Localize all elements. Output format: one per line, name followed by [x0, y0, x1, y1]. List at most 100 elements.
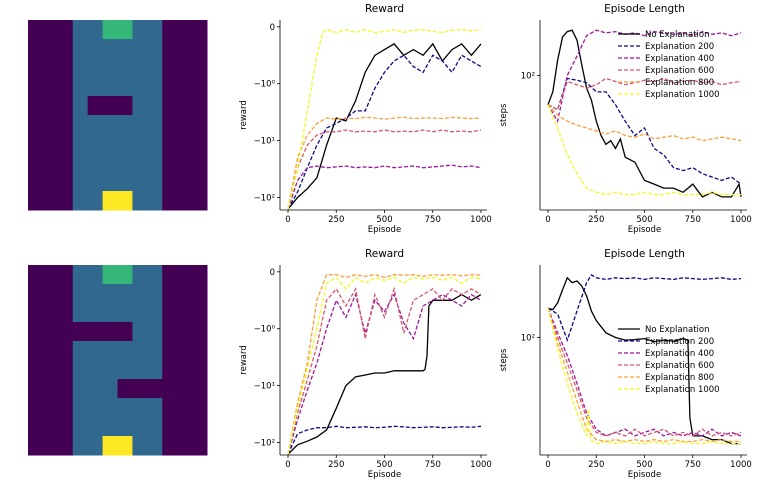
- grid-cell: [42, 39, 59, 59]
- series-line-2: [547, 77, 742, 185]
- grid-cell: [87, 134, 104, 154]
- grid-cell: [192, 39, 208, 59]
- grid-cell: [28, 360, 44, 380]
- grid-cell: [162, 134, 178, 154]
- y-tick-label: 0: [270, 23, 275, 33]
- x-tick-label: 1000: [470, 460, 492, 470]
- grid-cell: [87, 20, 104, 40]
- series-line-4: [287, 286, 482, 455]
- grid-cell: [177, 284, 193, 304]
- grid-cell: [87, 417, 104, 437]
- grid-cell: [102, 115, 118, 135]
- legend: No Explanation Explanation 200 Explanation…: [618, 30, 720, 100]
- grid-cell: [72, 303, 89, 323]
- grid-cell: [57, 417, 74, 437]
- grid-cell: [57, 360, 74, 380]
- grid-cell: [162, 265, 178, 285]
- grid-cell: [28, 191, 44, 211]
- grid-cell: [177, 39, 193, 59]
- grid-cell: [42, 77, 59, 97]
- grid-cell: [147, 96, 163, 116]
- y-axis-label: steps: [499, 348, 509, 371]
- grid-cell: [28, 172, 44, 192]
- grid-cell: [57, 134, 74, 154]
- y-tick-label: −10⁰: [254, 80, 276, 90]
- x-tick-label: 0: [285, 215, 290, 225]
- y-tick-label: 0: [270, 268, 275, 278]
- grid-cell: [87, 77, 104, 97]
- grid-cell: [72, 341, 89, 361]
- grid-cell: [102, 379, 118, 399]
- grid-cell: [132, 172, 148, 192]
- grid-cell: [162, 436, 178, 456]
- grid-cell: [57, 398, 74, 418]
- series-line-4: [547, 307, 742, 437]
- x-tick-label: 500: [376, 460, 392, 470]
- grid-cell: [132, 303, 148, 323]
- x-tick-label: 750: [425, 460, 441, 470]
- grid-cell: [42, 58, 59, 78]
- grid-cell: [102, 398, 118, 418]
- series-line-5: [547, 104, 742, 142]
- grid-cell: [192, 58, 208, 78]
- grid-cell: [102, 322, 118, 342]
- grid-cell: [162, 284, 178, 304]
- legend-label: Explanation 800: [645, 373, 714, 383]
- grid-cell: [102, 172, 118, 192]
- x-tick-label: 750: [685, 215, 701, 225]
- legend-label: Explanation 600: [645, 361, 714, 371]
- grid-cell: [132, 436, 148, 456]
- grid-cell: [57, 115, 74, 135]
- grid-cell: [42, 115, 59, 135]
- grid-cell: [87, 191, 104, 211]
- grid-cell: [132, 417, 148, 437]
- grid-cell: [132, 265, 148, 285]
- grid-cell: [192, 77, 208, 97]
- grid-cell: [102, 191, 118, 211]
- grid-cell: [192, 303, 208, 323]
- grid-cell: [132, 398, 148, 418]
- series-line-1: [287, 293, 482, 455]
- grid-cell: [87, 303, 104, 323]
- grid-cell: [162, 115, 178, 135]
- grid-cell: [192, 398, 208, 418]
- grid-cell: [147, 58, 163, 78]
- grid-cell: [28, 341, 44, 361]
- grid-cell: [162, 303, 178, 323]
- legend-label: Explanation 400: [645, 54, 714, 64]
- grid-cell: [42, 322, 59, 342]
- grid-cell: [57, 379, 74, 399]
- grid-cell: [28, 284, 44, 304]
- series-line-2: [547, 274, 742, 343]
- grid-cell: [162, 191, 178, 211]
- grid-cell: [57, 436, 74, 456]
- grid-cell: [117, 341, 133, 361]
- grid-cell: [28, 134, 44, 154]
- series-line-6: [547, 308, 741, 445]
- grid-cell: [147, 360, 163, 380]
- grid-cell: [72, 153, 89, 173]
- series-line-1: [547, 29, 742, 198]
- series-line-2: [287, 54, 482, 210]
- grid-cell: [192, 436, 208, 456]
- x-tick-label: 750: [425, 215, 441, 225]
- grid-cell: [147, 77, 163, 97]
- grid-cell: [28, 77, 44, 97]
- grid-cell: [87, 284, 104, 304]
- grid-cell: [132, 191, 148, 211]
- grid-cell: [117, 303, 133, 323]
- grid-cell: [192, 20, 208, 40]
- grid-cell: [42, 20, 59, 40]
- grid-cell: [72, 398, 89, 418]
- series-line-3: [287, 292, 482, 455]
- panel-1: [28, 20, 208, 211]
- grid-cell: [117, 417, 133, 437]
- grid-cell: [132, 77, 148, 97]
- grid-cell: [117, 39, 133, 59]
- x-tick-label: 0: [545, 215, 550, 225]
- grid-cell: [162, 341, 178, 361]
- grid-cell: [147, 153, 163, 173]
- grid-cell: [87, 153, 104, 173]
- grid-cell: [87, 58, 104, 78]
